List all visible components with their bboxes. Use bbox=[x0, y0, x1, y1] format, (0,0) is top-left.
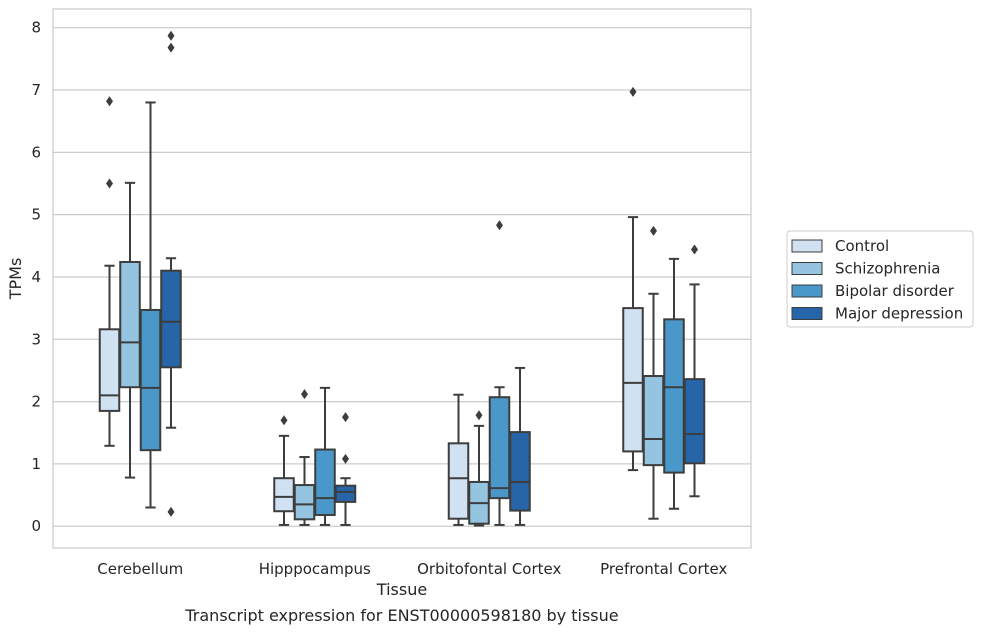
box-2-3 bbox=[509, 366, 531, 526]
legend-label: Bipolar disorder bbox=[835, 282, 955, 300]
x-tick-label: Cerebellum bbox=[97, 560, 183, 578]
box-iqr bbox=[622, 307, 644, 453]
box-1-2 bbox=[314, 386, 336, 526]
box-2-2 bbox=[488, 220, 511, 526]
chart-caption: Transcript expression for ENST0000059818… bbox=[184, 606, 618, 625]
box-3-1 bbox=[642, 225, 665, 520]
box-iqr bbox=[509, 431, 531, 512]
outlier-point bbox=[342, 412, 349, 423]
legend-label: Schizophrenia bbox=[835, 260, 940, 278]
plot-frame bbox=[52, 8, 752, 549]
legend-frame bbox=[786, 230, 974, 328]
outlier-point bbox=[475, 410, 483, 421]
outlier-point bbox=[167, 30, 175, 41]
box-iqr bbox=[488, 396, 511, 500]
x-tick-label: Orbitofontal Cortex bbox=[417, 560, 561, 578]
outlier-point bbox=[650, 225, 657, 236]
y-axis-ticks: 0 1 2 3 4 5 6 7 8 bbox=[31, 19, 41, 535]
box-0-3 bbox=[160, 30, 182, 517]
box-3-0 bbox=[622, 86, 644, 472]
box-1-1 bbox=[293, 389, 316, 526]
box-iqr bbox=[447, 442, 470, 520]
legend-label: Control bbox=[835, 237, 889, 255]
box-iqr bbox=[314, 448, 336, 516]
box-iqr bbox=[642, 375, 665, 467]
y-tick-label: 5 bbox=[31, 206, 41, 224]
outlier-point bbox=[106, 178, 113, 189]
box-iqr bbox=[273, 477, 295, 513]
y-tick-label: 4 bbox=[31, 268, 41, 286]
y-tick-label: 8 bbox=[31, 19, 41, 37]
outlier-point bbox=[496, 220, 503, 231]
outlier-point bbox=[280, 415, 288, 426]
legend: Control Schizophrenia Bipolar disorder Majo… bbox=[786, 230, 974, 328]
boxes bbox=[98, 30, 706, 527]
y-tick-label: 1 bbox=[31, 455, 41, 473]
legend-label: Major depression bbox=[835, 305, 963, 323]
box-iqr bbox=[293, 484, 316, 521]
outlier-point bbox=[342, 453, 349, 464]
x-axis-ticks: Cerebellum Hipppocampus Orbitofontal Corte… bbox=[97, 560, 727, 578]
x-tick-label: Hipppocampus bbox=[259, 560, 371, 578]
box-iqr bbox=[139, 308, 162, 452]
x-axis-label: Tissue bbox=[376, 580, 427, 599]
legend-swatch bbox=[791, 239, 823, 253]
x-tick-label: Prefrontal Cortex bbox=[600, 560, 727, 578]
box-iqr bbox=[663, 318, 685, 474]
box-iqr bbox=[98, 328, 121, 412]
box-iqr bbox=[119, 260, 141, 389]
y-axis-label: TPMs bbox=[6, 258, 25, 301]
y-tick-label: 7 bbox=[31, 81, 41, 99]
box-2-1 bbox=[468, 410, 490, 527]
box-0-0 bbox=[98, 96, 121, 447]
y-tick-label: 6 bbox=[31, 143, 41, 161]
legend-swatch bbox=[791, 284, 823, 298]
box-iqr bbox=[683, 378, 706, 465]
box-3-3 bbox=[683, 244, 706, 498]
box-1-3 bbox=[334, 412, 357, 526]
box-0-1 bbox=[119, 181, 141, 479]
outlier-point bbox=[167, 42, 175, 53]
box-0-2 bbox=[139, 101, 162, 509]
legend-swatch bbox=[791, 262, 823, 275]
outlier-point bbox=[167, 506, 175, 517]
y-tick-label: 3 bbox=[31, 330, 41, 348]
y-tick-label: 2 bbox=[31, 393, 41, 411]
outlier-point bbox=[691, 244, 698, 255]
outlier-point bbox=[629, 86, 637, 97]
y-tick-label: 0 bbox=[31, 517, 41, 535]
outlier-point bbox=[301, 389, 308, 400]
box-iqr bbox=[160, 269, 182, 369]
legend-swatch bbox=[791, 307, 823, 320]
box-2-0 bbox=[447, 393, 470, 526]
box-3-2 bbox=[663, 257, 685, 510]
box-iqr bbox=[334, 484, 357, 503]
outlier-point bbox=[106, 96, 113, 107]
box-1-0 bbox=[273, 415, 295, 526]
